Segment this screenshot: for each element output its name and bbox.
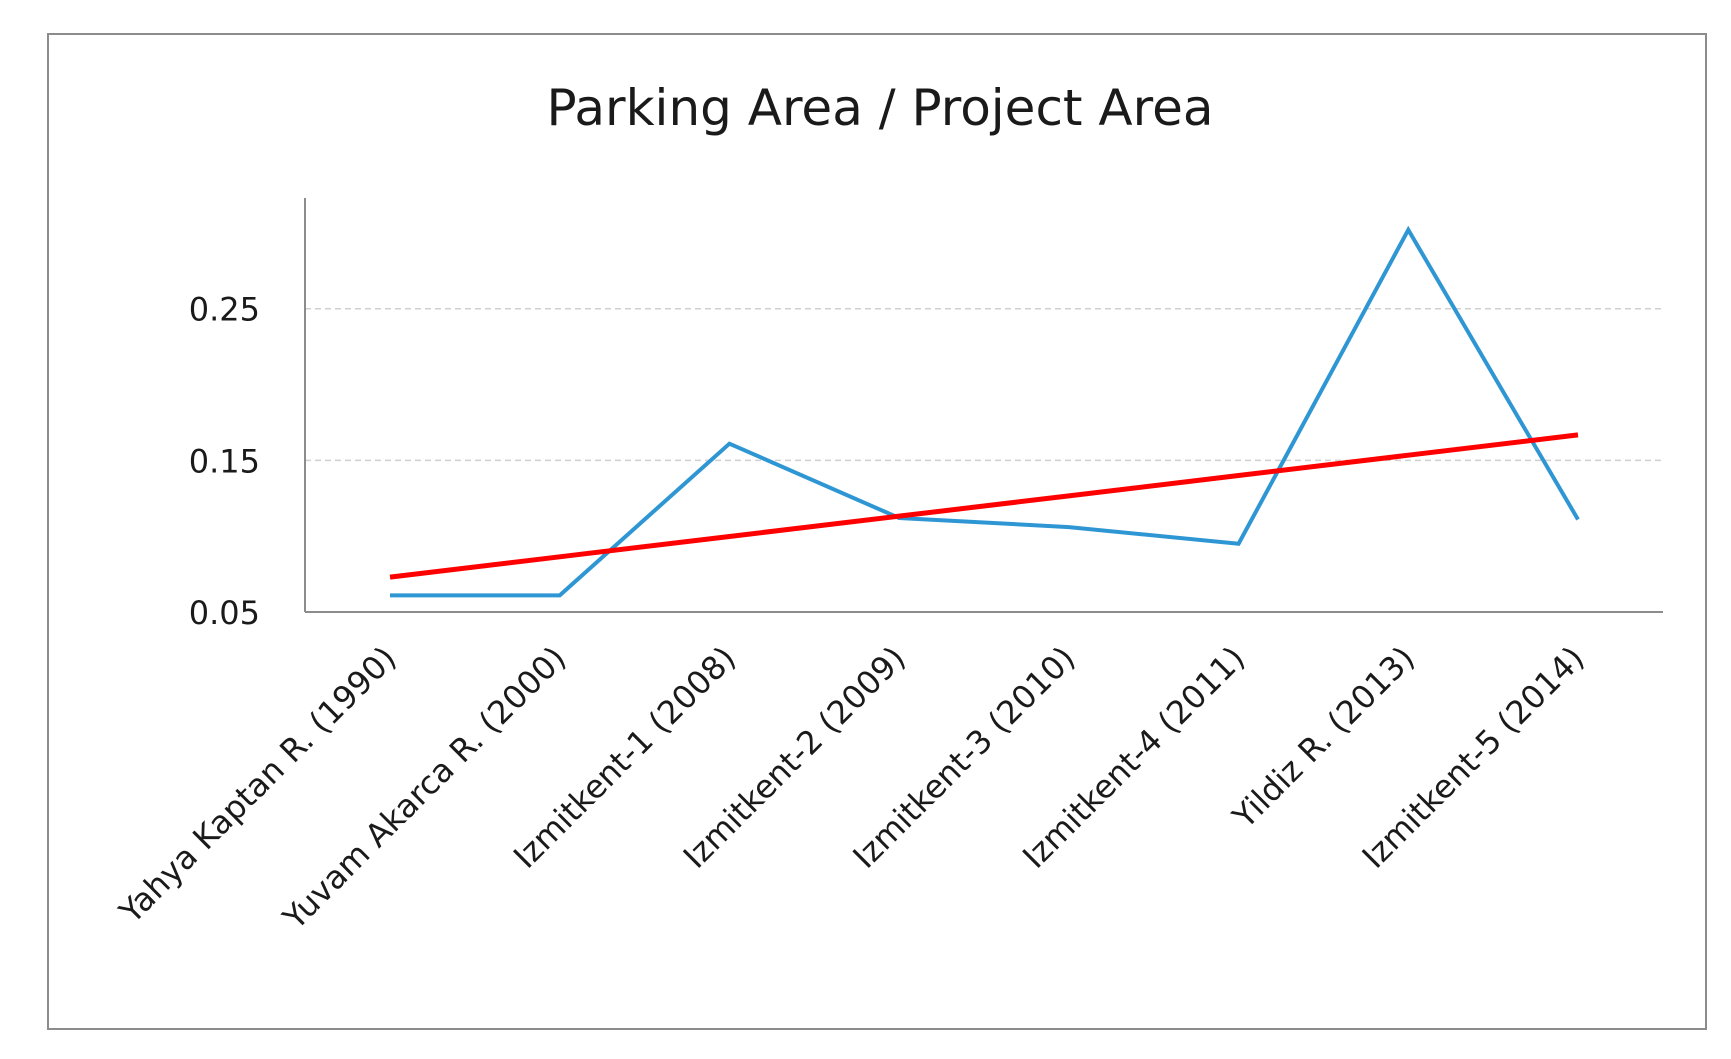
chart-frame bbox=[47, 33, 1707, 1030]
x-tick-label: Yahya Kaptan R. (1990) bbox=[111, 639, 403, 931]
x-tick-label: Yildiz R. (2013) bbox=[1225, 639, 1422, 836]
series-line-1 bbox=[390, 225, 1580, 598]
chart-title: Parking Area / Project Area bbox=[547, 79, 1214, 137]
y-tick-label: 0.05 bbox=[189, 594, 260, 632]
gridlines bbox=[305, 307, 1663, 462]
y-tick-label: 0.25 bbox=[189, 291, 260, 329]
series-line-2 bbox=[389, 432, 1579, 580]
y-axis-ticks: 0.05 0.15 0.25 bbox=[189, 291, 260, 632]
y-tick-label: 0.15 bbox=[189, 442, 260, 480]
x-axis-ticks: Yahya Kaptan R. (1990)Yuvam Akarca R. (2… bbox=[111, 639, 1591, 938]
axes bbox=[304, 198, 1663, 613]
x-tick-label: Yuvam Akarca R. (2000) bbox=[275, 639, 574, 938]
series bbox=[389, 225, 1580, 598]
